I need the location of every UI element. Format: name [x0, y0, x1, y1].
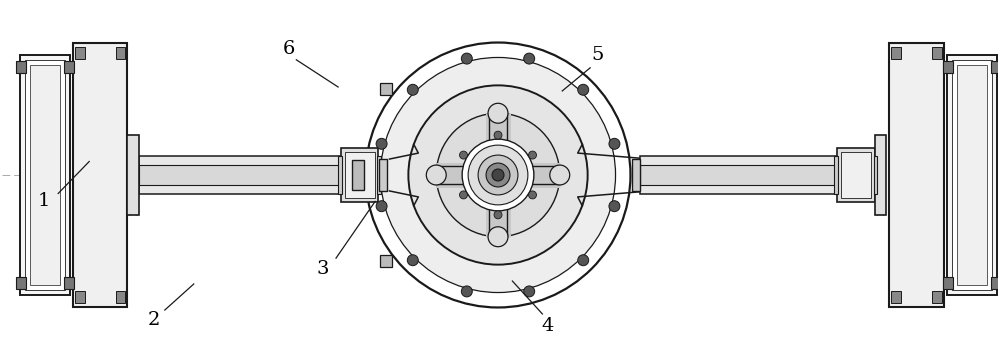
Circle shape	[609, 138, 620, 149]
Text: 6: 6	[283, 40, 295, 59]
Bar	[943, 61, 953, 73]
Bar	[640, 156, 837, 194]
Circle shape	[366, 43, 630, 307]
Bar	[991, 277, 1000, 289]
Bar	[932, 291, 942, 303]
Bar	[952, 60, 992, 290]
Circle shape	[460, 191, 467, 199]
Circle shape	[494, 211, 502, 219]
Bar	[957, 65, 987, 284]
Bar	[875, 135, 886, 215]
Circle shape	[460, 151, 467, 159]
Bar	[116, 47, 125, 59]
Circle shape	[407, 255, 418, 266]
Circle shape	[461, 53, 472, 64]
Bar	[116, 291, 125, 303]
Bar	[834, 156, 838, 194]
Bar	[75, 291, 85, 303]
Bar	[25, 60, 65, 290]
Circle shape	[461, 286, 472, 297]
Bar	[30, 65, 60, 284]
Bar	[841, 151, 871, 198]
Circle shape	[486, 163, 510, 187]
Bar	[380, 255, 392, 267]
Bar	[377, 156, 381, 194]
Circle shape	[524, 53, 535, 64]
Bar	[891, 47, 901, 59]
Bar	[75, 47, 85, 59]
Bar	[380, 83, 392, 95]
Circle shape	[376, 201, 387, 212]
Bar	[943, 277, 953, 289]
Circle shape	[478, 155, 518, 195]
Circle shape	[468, 145, 528, 205]
Bar	[640, 165, 837, 185]
Bar	[338, 156, 342, 194]
Circle shape	[494, 131, 502, 139]
Circle shape	[376, 138, 387, 149]
Text: 3: 3	[316, 260, 329, 277]
Bar	[889, 43, 944, 307]
Bar	[345, 151, 375, 198]
Circle shape	[578, 255, 589, 266]
Bar	[932, 47, 942, 59]
Bar	[20, 55, 70, 295]
Text: 5: 5	[591, 46, 604, 65]
Bar	[991, 61, 1000, 73]
Circle shape	[380, 58, 616, 292]
Bar	[891, 291, 901, 303]
Bar	[139, 165, 375, 185]
Circle shape	[492, 169, 504, 181]
Circle shape	[436, 113, 560, 237]
Bar	[837, 148, 875, 202]
Circle shape	[408, 86, 588, 265]
Bar	[874, 156, 877, 194]
Circle shape	[529, 191, 536, 199]
Circle shape	[488, 103, 508, 123]
Bar	[379, 159, 387, 191]
Bar	[64, 277, 74, 289]
Bar	[73, 43, 127, 307]
Bar	[947, 55, 997, 295]
Bar	[64, 61, 74, 73]
Circle shape	[578, 84, 589, 95]
Circle shape	[529, 151, 536, 159]
Text: 1: 1	[38, 192, 50, 210]
Bar	[352, 160, 364, 190]
Circle shape	[524, 286, 535, 297]
Bar	[16, 277, 26, 289]
Circle shape	[609, 201, 620, 212]
Text: 2: 2	[147, 311, 160, 329]
Bar	[139, 156, 375, 194]
Text: 4: 4	[542, 317, 554, 335]
Circle shape	[550, 165, 570, 185]
Circle shape	[407, 84, 418, 95]
Circle shape	[488, 227, 508, 247]
Circle shape	[426, 165, 446, 185]
Bar	[16, 61, 26, 73]
Bar	[632, 159, 640, 191]
Bar	[341, 148, 378, 202]
Circle shape	[462, 139, 534, 211]
Bar	[127, 135, 139, 215]
